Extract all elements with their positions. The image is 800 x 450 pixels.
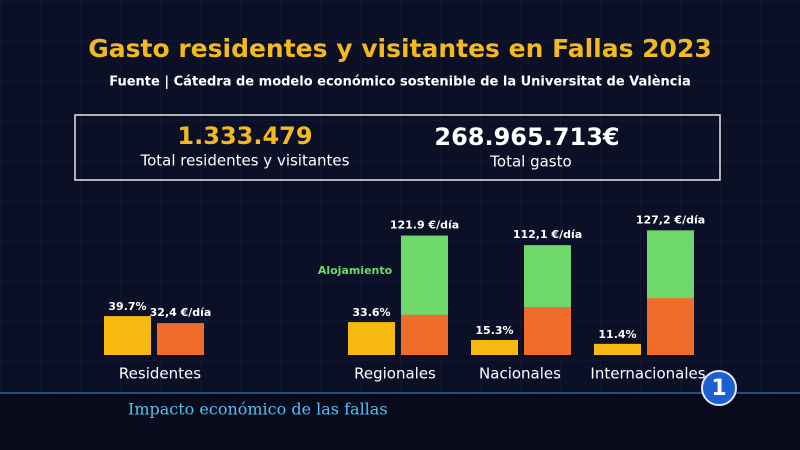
summary-box	[74, 114, 721, 181]
bar	[157, 323, 204, 355]
value-label: 33.6%	[352, 306, 390, 319]
annotation: Alojamiento	[318, 264, 393, 277]
bar	[471, 340, 518, 355]
source: Fuente | Cátedra de modelo económico sos…	[109, 75, 691, 90]
category-label: Internacionales	[590, 365, 705, 383]
logo-text: 1	[711, 376, 726, 401]
bar	[524, 306, 571, 355]
logo	[701, 370, 737, 406]
banner	[0, 394, 800, 450]
category-label: Nacionales	[479, 365, 561, 383]
bar	[401, 314, 448, 355]
value-label: 112,1 €/día	[513, 228, 582, 241]
title: Gasto residentes y visitantes en Fallas …	[88, 34, 712, 63]
summary-value: 1.333.479	[177, 122, 312, 150]
bar	[104, 316, 151, 355]
value-label: 15.3%	[475, 324, 513, 337]
value-label: 32,4 €/día	[150, 306, 212, 319]
bar	[594, 343, 641, 355]
category-label: Residentes	[119, 365, 201, 383]
summary-value: 268.965.713€	[434, 123, 619, 151]
value-label: 39.7%	[108, 300, 146, 313]
value-label: 127,2 €/día	[636, 213, 705, 226]
value-label: 121.9 €/día	[390, 219, 459, 232]
bar	[348, 322, 395, 355]
value-label: 11.4%	[598, 328, 636, 341]
banner-caption: Impacto económico de las fallas	[128, 400, 388, 419]
summary-label: Total residentes y visitantes	[140, 152, 350, 170]
category-label: Regionales	[354, 365, 436, 383]
bar	[647, 298, 694, 355]
summary-label: Total gasto	[489, 153, 571, 171]
